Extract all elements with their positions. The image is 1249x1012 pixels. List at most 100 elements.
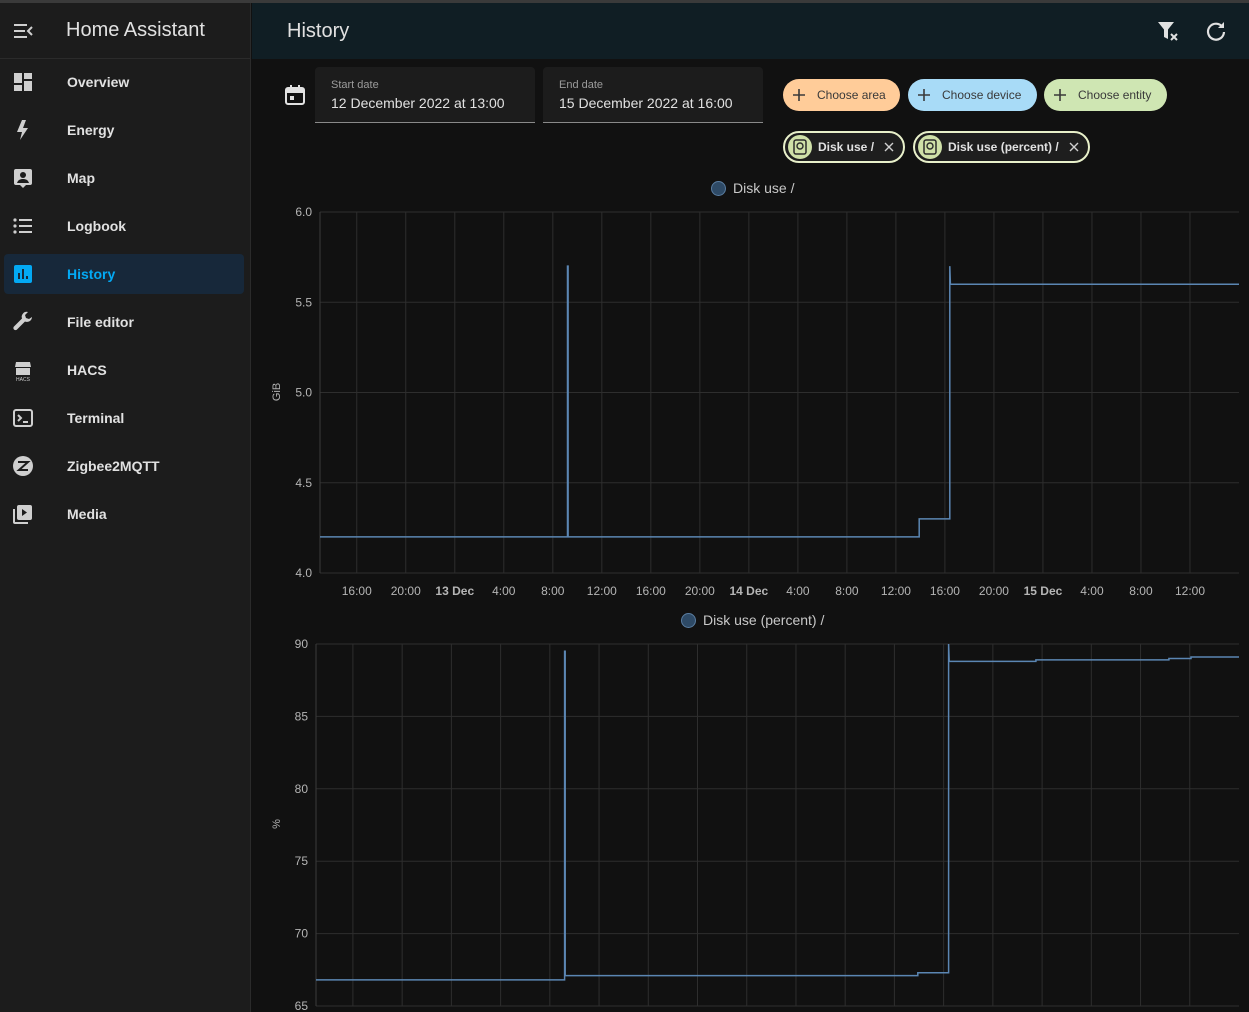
sidebar-item-map[interactable]: Map: [4, 158, 244, 198]
menu-collapse-icon[interactable]: [11, 19, 35, 43]
choose-device-button[interactable]: Choose device: [908, 79, 1037, 111]
remove-icon[interactable]: [1067, 140, 1081, 154]
x-tick-label: 14 Dec: [730, 584, 769, 598]
sidebar-item-label: Media: [67, 506, 107, 522]
x-tick-label: 20:00: [979, 584, 1009, 598]
sidebar-item-label: File editor: [67, 314, 134, 330]
remove-icon[interactable]: [882, 140, 896, 154]
sidebar-item-terminal[interactable]: Terminal: [4, 398, 244, 438]
app-title: Home Assistant: [66, 19, 205, 41]
disk-use-chart: 6.0 5.5 5.0 4.5 4.0 16:00 20:00 13 Dec 4:00 8:00 1…: [295, 205, 1239, 598]
choose-entity-button[interactable]: Choose entity: [1044, 79, 1167, 111]
y-tick-label: 90: [295, 637, 309, 651]
start-date-field[interactable]: Start date 12 December 2022 at 13:00: [315, 67, 535, 123]
sidebar-item-hacs[interactable]: HACS HACS: [4, 350, 244, 390]
harddisk-icon: [918, 135, 942, 159]
sidebar-item-energy[interactable]: Energy: [4, 110, 244, 150]
filter-remove-icon[interactable]: [1156, 19, 1180, 43]
chart1-legend[interactable]: Disk use /: [711, 180, 794, 196]
y-tick-label: 70: [295, 927, 309, 941]
window-top-border: [0, 0, 1249, 3]
x-tick-label: 8:00: [835, 584, 859, 598]
hacs-icon: HACS: [11, 358, 35, 382]
series-line[interactable]: [316, 643, 1239, 981]
sidebar-item-history[interactable]: History: [4, 254, 244, 294]
plus-icon: [918, 89, 930, 101]
series-line[interactable]: [320, 265, 1239, 538]
end-date-value: 15 December 2022 at 16:00: [559, 95, 733, 111]
choose-area-label: Choose area: [817, 88, 886, 102]
x-tick-label: 8:00: [541, 584, 565, 598]
calendar-icon[interactable]: [283, 83, 307, 107]
sidebar-item-label: HACS: [67, 362, 107, 378]
view-dashboard-icon: [11, 70, 35, 94]
y-tick-label: 85: [295, 709, 309, 723]
y-tick-label: 4.5: [295, 476, 312, 490]
start-date-value: 12 December 2022 at 13:00: [331, 95, 505, 111]
sidebar-item-label: Terminal: [67, 410, 125, 426]
svg-text:HACS: HACS: [16, 377, 31, 382]
x-tick-label: 4:00: [492, 584, 516, 598]
entity-chip-label: Disk use /: [818, 140, 875, 154]
sidebar-item-label: Logbook: [67, 218, 127, 234]
choose-area-button[interactable]: Choose area: [783, 79, 900, 111]
sidebar: Home Assistant Overview Energy Map Logbook H…: [0, 3, 251, 1012]
y-tick-label: 4.0: [295, 566, 312, 580]
sidebar-header: Home Assistant: [0, 3, 250, 59]
legend-marker: [681, 612, 696, 628]
sidebar-item-logbook[interactable]: Logbook: [4, 206, 244, 246]
x-tick-label: 12:00: [587, 584, 617, 598]
sidebar-item-label: History: [67, 266, 116, 282]
x-tick-label: 16:00: [930, 584, 960, 598]
y-tick-label: 5.0: [295, 386, 312, 400]
choose-device-label: Choose device: [942, 88, 1022, 102]
page-title: History: [287, 19, 350, 42]
legend-marker: [711, 180, 726, 196]
sidebar-item-zigbee2mqtt[interactable]: Zigbee2MQTT: [4, 446, 244, 486]
y-tick-label: 75: [295, 854, 309, 868]
plus-icon: [1054, 89, 1066, 101]
x-tick-label: 12:00: [1175, 584, 1205, 598]
sidebar-item-label: Overview: [67, 74, 130, 90]
refresh-icon[interactable]: [1204, 19, 1228, 43]
wrench-icon: [11, 310, 35, 334]
entity-chip-label: Disk use (percent) /: [948, 140, 1059, 154]
zigbee-icon: [11, 454, 35, 478]
x-tick-label: 4:00: [1080, 584, 1104, 598]
harddisk-icon: [788, 135, 812, 159]
format-list-bulleted-icon: [11, 214, 35, 238]
x-tick-label: 15 Dec: [1024, 584, 1063, 598]
play-box-multiple-icon: [11, 502, 35, 526]
entity-chip-disk-use-percent[interactable]: Disk use (percent) /: [913, 131, 1090, 163]
x-tick-label: 20:00: [391, 584, 421, 598]
choose-entity-label: Choose entity: [1078, 88, 1152, 102]
x-tick-label: 16:00: [342, 584, 372, 598]
chart-box-icon: [11, 262, 35, 286]
sidebar-item-overview[interactable]: Overview: [4, 62, 244, 102]
start-date-label: Start date: [331, 79, 379, 91]
y-tick-label: 5.5: [295, 295, 312, 309]
sidebar-item-label: Energy: [67, 122, 115, 138]
sidebar-nav: Overview Energy Map Logbook History File edit…: [0, 62, 250, 534]
x-tick-label: 16:00: [636, 584, 666, 598]
sidebar-item-file-editor[interactable]: File editor: [4, 302, 244, 342]
sidebar-item-media[interactable]: Media: [4, 494, 244, 534]
end-date-field[interactable]: End date 15 December 2022 at 16:00: [543, 67, 763, 123]
disk-use-percent-chart: 90 85 80 75 70 65: [295, 637, 1239, 1012]
x-tick-label: 20:00: [685, 584, 715, 598]
y-tick-label: 65: [295, 999, 309, 1012]
x-tick-label: 13 Dec: [435, 584, 474, 598]
chart2-legend[interactable]: Disk use (percent) /: [681, 612, 824, 628]
end-date-label: End date: [559, 79, 604, 91]
x-tick-label: 4:00: [786, 584, 810, 598]
sidebar-item-label: Zigbee2MQTT: [67, 458, 160, 474]
top-app-bar: History: [252, 3, 1249, 59]
account-box-icon: [11, 166, 35, 190]
entity-chip-disk-use[interactable]: Disk use /: [783, 131, 905, 163]
chart2-legend-label: Disk use (percent) /: [703, 612, 825, 628]
lightning-bolt-icon: [11, 118, 35, 142]
console-icon: [11, 406, 35, 430]
plus-icon: [793, 89, 805, 101]
chart1-legend-label: Disk use /: [733, 180, 795, 196]
sidebar-item-label: Map: [67, 170, 95, 186]
